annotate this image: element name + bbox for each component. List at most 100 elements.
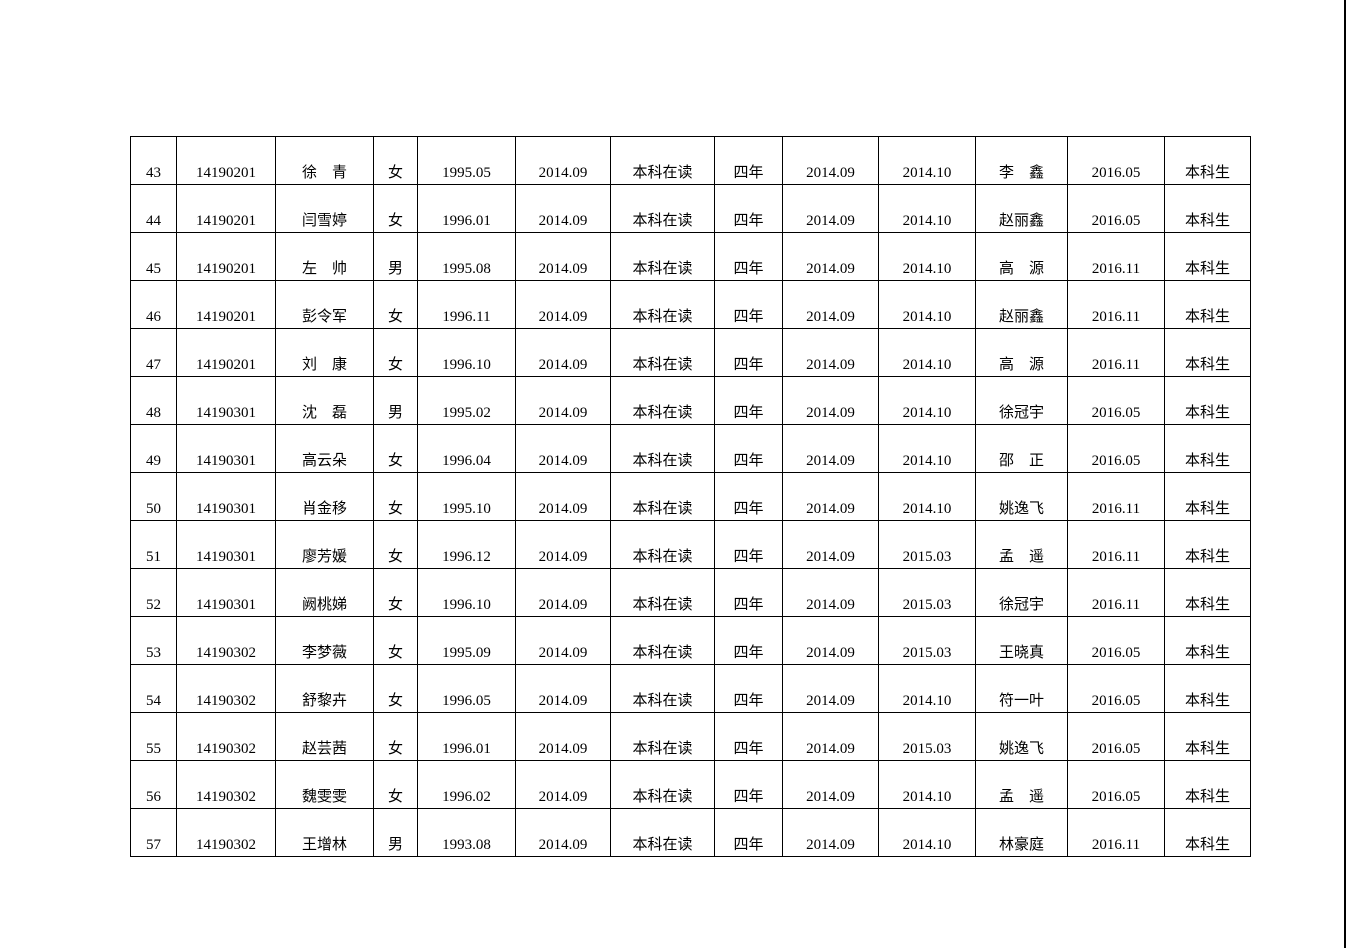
cell-status: 本科在读 xyxy=(610,136,715,185)
cell-student-name: 徐 青 xyxy=(275,136,374,185)
cell-enrollment-date: 2014.09 xyxy=(515,616,611,665)
cell-row-number: 57 xyxy=(130,808,177,857)
cell-enrollment-date: 2014.09 xyxy=(515,424,611,473)
cell-birth-date: 1996.11 xyxy=(417,280,516,329)
cell-duration: 四年 xyxy=(714,376,783,425)
cell-advisor-name: 姚逸飞 xyxy=(975,712,1068,761)
cell-advisor-name: 林豪庭 xyxy=(975,808,1068,857)
cell-row-number: 50 xyxy=(130,472,177,521)
cell-class-id: 14190201 xyxy=(176,328,276,377)
cell-date: 2014.10 xyxy=(878,136,976,185)
cell-advisor-name: 徐冠宇 xyxy=(975,568,1068,617)
cell-advisor-name: 高 源 xyxy=(975,232,1068,281)
cell-gender: 女 xyxy=(373,616,418,665)
cell-enrollment-date: 2014.09 xyxy=(515,184,611,233)
cell-birth-date: 1996.10 xyxy=(417,568,516,617)
cell-join-date: 2014.09 xyxy=(782,280,879,329)
table-row: 51 14190301 廖芳媛女 1996.12 2014.09 本科在读 四年 2014.0… xyxy=(130,520,1251,569)
cell-date: 2015.03 xyxy=(878,616,976,665)
cell-status: 本科在读 xyxy=(610,808,715,857)
cell-gender: 女 xyxy=(373,664,418,713)
table-row: 46 14190201 彭令军女 1996.11 2014.09 本科在读 四年 2014.0… xyxy=(130,280,1251,329)
table-row: 55 14190302 赵芸茜女 1996.01 2014.09 本科在读 四年 2014.0… xyxy=(130,712,1251,761)
cell-level: 本科生 xyxy=(1164,472,1251,521)
cell-duration: 四年 xyxy=(714,520,783,569)
cell-join-date: 2014.09 xyxy=(782,136,879,185)
cell-join-date: 2014.09 xyxy=(782,184,879,233)
cell-student-name: 沈 磊 xyxy=(275,376,374,425)
cell-birth-date: 1996.01 xyxy=(417,712,516,761)
cell-birth-date: 1995.09 xyxy=(417,616,516,665)
cell-duration: 四年 xyxy=(714,184,783,233)
cell-end-date: 2016.05 xyxy=(1067,760,1165,809)
cell-end-date: 2016.05 xyxy=(1067,664,1165,713)
cell-duration: 四年 xyxy=(714,664,783,713)
cell-enrollment-date: 2014.09 xyxy=(515,376,611,425)
cell-advisor-name: 王晓真 xyxy=(975,616,1068,665)
cell-end-date: 2016.11 xyxy=(1067,232,1165,281)
page-edge-divider xyxy=(1344,0,1346,948)
cell-level: 本科生 xyxy=(1164,808,1251,857)
cell-birth-date: 1993.08 xyxy=(417,808,516,857)
cell-level: 本科生 xyxy=(1164,376,1251,425)
cell-enrollment-date: 2014.09 xyxy=(515,472,611,521)
cell-level: 本科生 xyxy=(1164,280,1251,329)
cell-end-date: 2016.11 xyxy=(1067,280,1165,329)
cell-row-number: 53 xyxy=(130,616,177,665)
cell-advisor-name: 赵丽鑫 xyxy=(975,280,1068,329)
cell-end-date: 2016.05 xyxy=(1067,424,1165,473)
cell-birth-date: 1995.10 xyxy=(417,472,516,521)
cell-gender: 女 xyxy=(373,520,418,569)
table-row: 52 14190301 阙桃娣女 1996.10 2014.09 本科在读 四年 2014.0… xyxy=(130,568,1251,617)
cell-status: 本科在读 xyxy=(610,664,715,713)
cell-end-date: 2016.11 xyxy=(1067,328,1165,377)
cell-gender: 女 xyxy=(373,328,418,377)
cell-end-date: 2016.11 xyxy=(1067,568,1165,617)
cell-status: 本科在读 xyxy=(610,184,715,233)
cell-duration: 四年 xyxy=(714,136,783,185)
cell-student-name: 肖金移 xyxy=(275,472,374,521)
cell-student-name: 刘 康 xyxy=(275,328,374,377)
cell-student-name: 赵芸茜 xyxy=(275,712,374,761)
cell-duration: 四年 xyxy=(714,808,783,857)
cell-row-number: 45 xyxy=(130,232,177,281)
cell-level: 本科生 xyxy=(1164,136,1251,185)
cell-duration: 四年 xyxy=(714,712,783,761)
cell-class-id: 14190201 xyxy=(176,184,276,233)
cell-student-name: 闫雪婷 xyxy=(275,184,374,233)
cell-birth-date: 1996.04 xyxy=(417,424,516,473)
cell-class-id: 14190302 xyxy=(176,712,276,761)
cell-date: 2014.10 xyxy=(878,232,976,281)
cell-date: 2014.10 xyxy=(878,376,976,425)
cell-join-date: 2014.09 xyxy=(782,760,879,809)
cell-gender: 女 xyxy=(373,472,418,521)
table-row: 48 14190301 沈 磊男 1995.02 2014.09 本科在读 四年 2014.0… xyxy=(130,376,1251,425)
cell-class-id: 14190302 xyxy=(176,616,276,665)
cell-birth-date: 1996.12 xyxy=(417,520,516,569)
cell-duration: 四年 xyxy=(714,616,783,665)
cell-join-date: 2014.09 xyxy=(782,328,879,377)
cell-level: 本科生 xyxy=(1164,712,1251,761)
cell-level: 本科生 xyxy=(1164,760,1251,809)
cell-end-date: 2016.05 xyxy=(1067,184,1165,233)
cell-student-name: 李梦薇 xyxy=(275,616,374,665)
cell-date: 2014.10 xyxy=(878,808,976,857)
cell-end-date: 2016.11 xyxy=(1067,520,1165,569)
cell-level: 本科生 xyxy=(1164,184,1251,233)
cell-class-id: 14190301 xyxy=(176,520,276,569)
cell-status: 本科在读 xyxy=(610,424,715,473)
cell-status: 本科在读 xyxy=(610,280,715,329)
cell-join-date: 2014.09 xyxy=(782,472,879,521)
cell-gender: 女 xyxy=(373,568,418,617)
cell-class-id: 14190302 xyxy=(176,808,276,857)
cell-status: 本科在读 xyxy=(610,568,715,617)
cell-class-id: 14190301 xyxy=(176,376,276,425)
cell-gender: 男 xyxy=(373,376,418,425)
cell-class-id: 14190201 xyxy=(176,136,276,185)
cell-gender: 男 xyxy=(373,232,418,281)
cell-class-id: 14190301 xyxy=(176,424,276,473)
cell-advisor-name: 赵丽鑫 xyxy=(975,184,1068,233)
cell-advisor-name: 高 源 xyxy=(975,328,1068,377)
cell-end-date: 2016.05 xyxy=(1067,616,1165,665)
cell-level: 本科生 xyxy=(1164,568,1251,617)
